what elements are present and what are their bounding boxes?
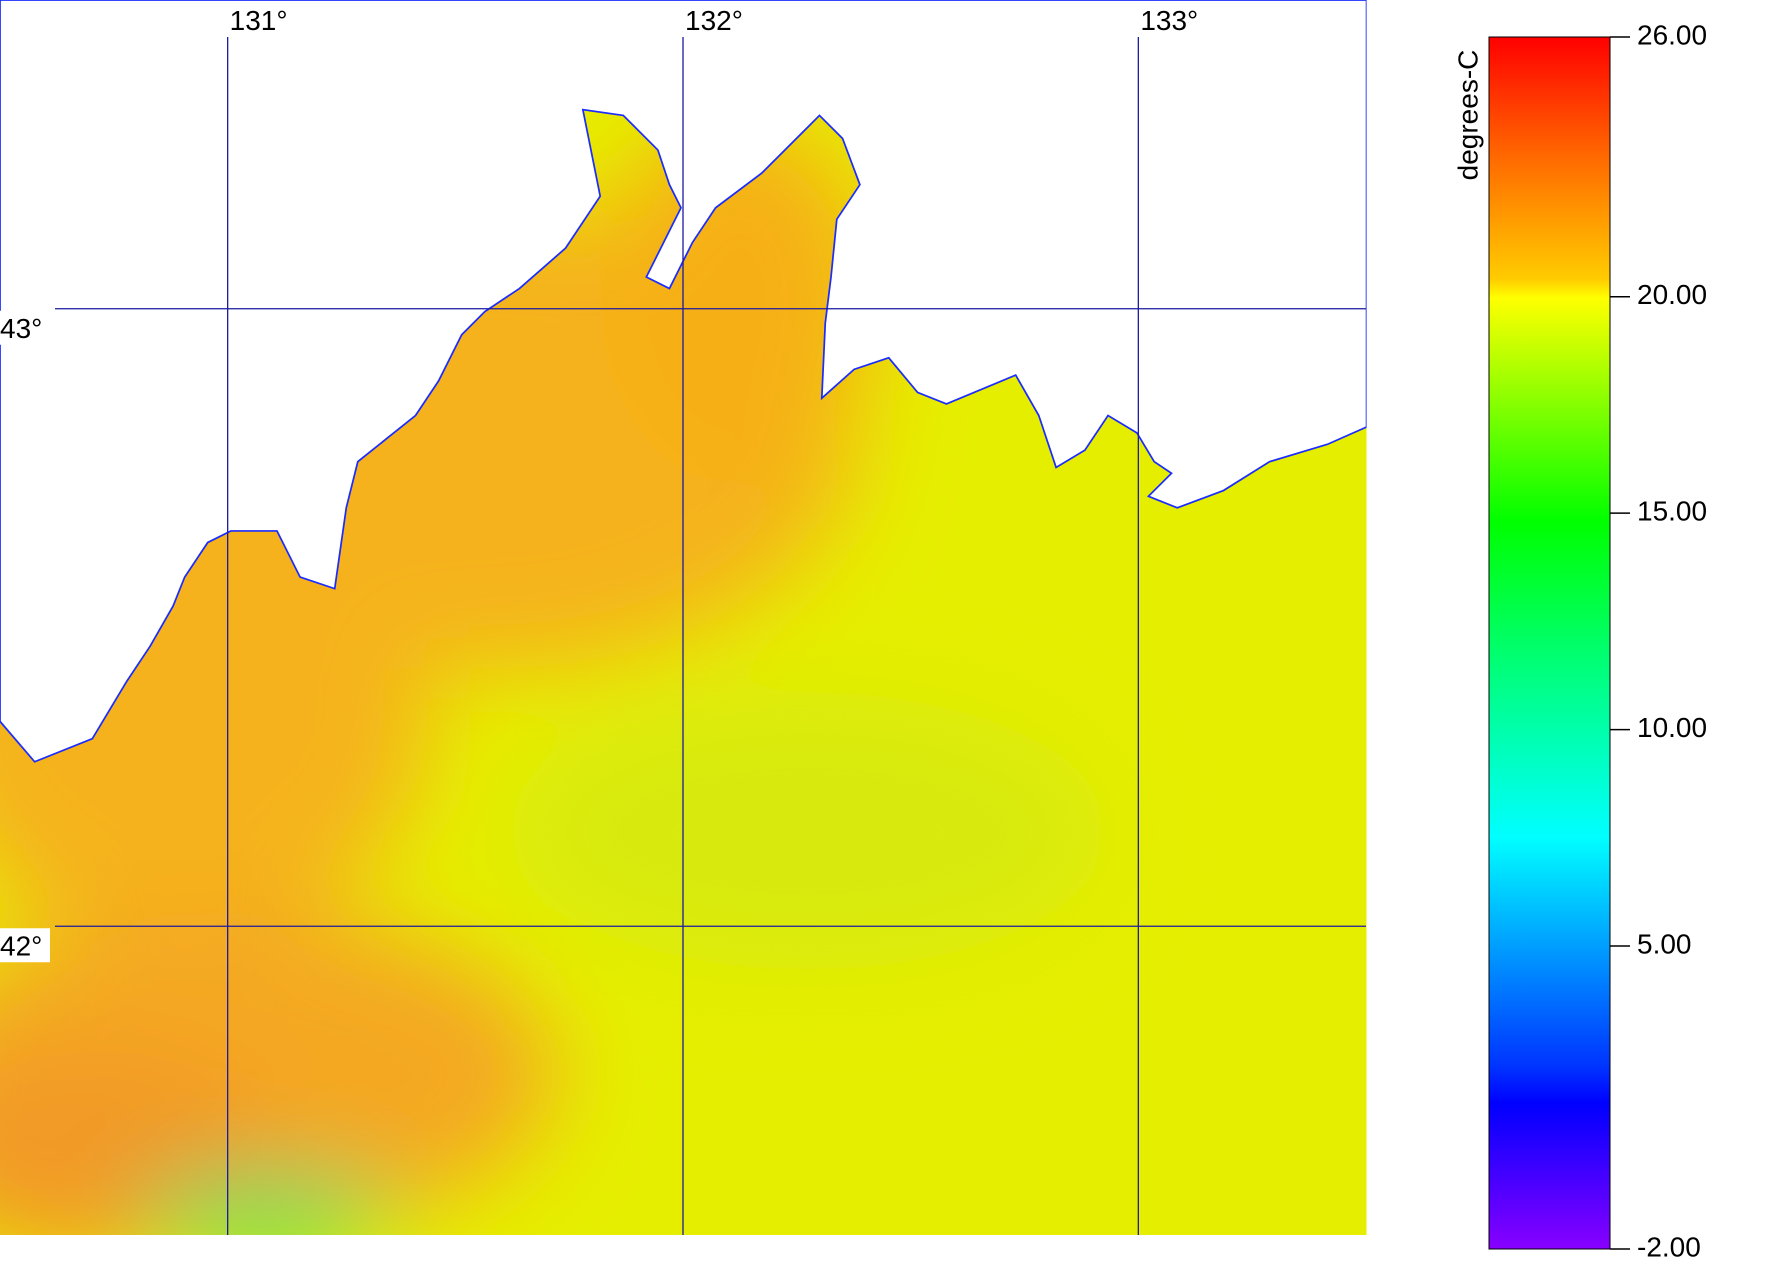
colorbar xyxy=(1488,36,1611,1250)
colorbar-tick-label: -2.00 xyxy=(1637,1231,1701,1262)
colorbar-tick-label: 10.00 xyxy=(1637,712,1707,743)
colorbar-tick-label: 15.00 xyxy=(1637,496,1707,527)
land xyxy=(0,0,1367,763)
latitude-label: 42° xyxy=(0,930,42,961)
colorbar-unit: degrees-C xyxy=(1452,50,1483,181)
longitude-label: 133° xyxy=(1140,5,1198,36)
colorbar-tick-label: 20.00 xyxy=(1637,279,1707,310)
colorbar-tick-label: 26.00 xyxy=(1637,19,1707,50)
latitude-label-bg xyxy=(0,928,50,963)
latitude-label: 43° xyxy=(0,313,42,344)
latitude-label-bg xyxy=(0,310,50,345)
longitude-label: 132° xyxy=(685,5,743,36)
longitude-label: 131° xyxy=(230,5,288,36)
colorbar-tick-label: 5.00 xyxy=(1637,928,1692,959)
